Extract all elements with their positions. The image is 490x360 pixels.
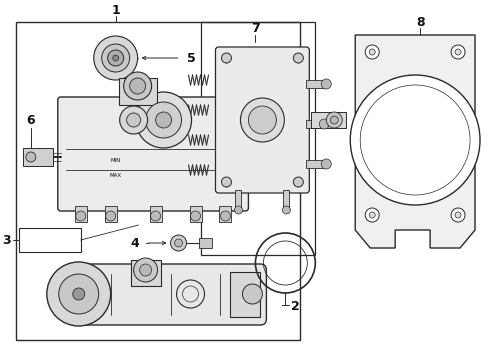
Circle shape (455, 212, 461, 218)
Text: 4: 4 (131, 237, 140, 249)
Circle shape (220, 211, 230, 221)
Circle shape (321, 159, 331, 169)
Bar (190, 206, 201, 222)
Circle shape (282, 206, 291, 214)
Bar (283, 190, 290, 210)
Circle shape (130, 78, 146, 94)
Circle shape (455, 49, 461, 55)
Bar (306, 120, 324, 128)
Text: 8: 8 (416, 15, 424, 28)
Circle shape (234, 206, 243, 214)
Circle shape (73, 288, 85, 300)
Circle shape (134, 258, 158, 282)
Bar (230, 272, 260, 317)
Circle shape (123, 72, 151, 100)
FancyBboxPatch shape (242, 130, 264, 170)
Circle shape (248, 106, 276, 134)
Circle shape (94, 36, 138, 80)
Circle shape (136, 92, 192, 148)
Circle shape (174, 239, 183, 247)
Bar (19, 228, 81, 252)
Bar (220, 206, 231, 222)
Circle shape (26, 152, 36, 162)
Circle shape (113, 55, 119, 61)
Bar (23, 148, 53, 166)
Circle shape (146, 102, 182, 138)
Circle shape (243, 284, 263, 304)
Text: 3: 3 (2, 234, 11, 247)
Circle shape (150, 211, 161, 221)
Text: 2: 2 (292, 301, 300, 314)
FancyBboxPatch shape (216, 47, 309, 193)
Bar (149, 206, 162, 222)
Circle shape (350, 75, 480, 205)
FancyBboxPatch shape (80, 264, 267, 325)
Bar (198, 238, 213, 248)
Circle shape (108, 50, 123, 66)
Circle shape (156, 112, 171, 128)
Circle shape (171, 235, 187, 251)
Circle shape (221, 177, 231, 187)
Circle shape (47, 262, 111, 326)
Bar (16, 22, 300, 340)
Text: 7: 7 (251, 22, 260, 35)
Circle shape (365, 45, 379, 59)
Circle shape (294, 53, 303, 63)
Circle shape (369, 212, 375, 218)
Circle shape (191, 211, 200, 221)
Circle shape (330, 116, 338, 124)
Circle shape (120, 106, 147, 134)
Circle shape (59, 274, 98, 314)
Circle shape (319, 119, 329, 129)
FancyBboxPatch shape (58, 97, 248, 211)
Circle shape (321, 79, 331, 89)
Text: 6: 6 (26, 113, 35, 126)
Circle shape (241, 98, 284, 142)
Circle shape (365, 208, 379, 222)
Bar (105, 206, 117, 222)
Polygon shape (355, 35, 475, 248)
Circle shape (106, 211, 116, 221)
Bar (306, 160, 326, 168)
FancyBboxPatch shape (254, 158, 269, 179)
Text: 5: 5 (187, 51, 196, 64)
Circle shape (451, 45, 465, 59)
Bar (75, 206, 87, 222)
Circle shape (140, 264, 151, 276)
Circle shape (126, 113, 141, 127)
Circle shape (102, 44, 130, 72)
Bar (311, 112, 346, 128)
Bar (200, 22, 315, 255)
Circle shape (221, 53, 231, 63)
Text: 1: 1 (111, 4, 120, 17)
Text: MIN: MIN (110, 158, 121, 162)
Bar (131, 260, 161, 286)
Bar (236, 190, 242, 210)
Text: MAX: MAX (110, 172, 122, 177)
Circle shape (294, 177, 303, 187)
Circle shape (451, 208, 465, 222)
Bar (119, 78, 157, 105)
Circle shape (369, 49, 375, 55)
Bar (306, 80, 326, 88)
Circle shape (76, 211, 86, 221)
Circle shape (326, 112, 342, 128)
